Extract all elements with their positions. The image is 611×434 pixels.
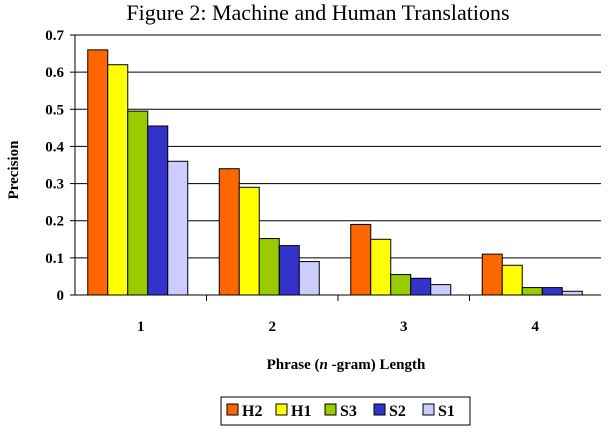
bar-h1-1: [107, 64, 129, 296]
y-tick-label: 0.5: [45, 102, 64, 118]
legend-swatch-h1: [275, 403, 288, 416]
bar-s2-3: [410, 277, 432, 296]
y-tick-label: 0.4: [45, 139, 64, 155]
bar-h2-1: [87, 49, 109, 296]
bar-h2-3: [350, 223, 372, 296]
bar-h2-4: [481, 253, 503, 296]
y-tick-label: 0: [57, 288, 65, 304]
x-axis-label: Phrase (n -gram) Length: [267, 357, 426, 373]
y-axis-label: Precision: [6, 140, 22, 200]
legend-swatch-s3: [324, 403, 337, 416]
bar-s3-4: [521, 287, 543, 296]
legend-label-h2: H2: [242, 403, 262, 420]
bar-s1-2: [298, 261, 320, 296]
legend-label-h1: H1: [291, 403, 311, 420]
x-axis-label-part-3: -gram) Length: [328, 357, 426, 373]
legend-label-s2: S2: [389, 403, 406, 420]
y-tick-label: 0.6: [45, 65, 64, 81]
bar-h2-2: [218, 168, 240, 296]
legend-label-s1: S1: [438, 403, 455, 420]
bars: [87, 49, 583, 296]
bar-s3-1: [127, 110, 149, 296]
legend: H2 H1 S3 S2 S1: [220, 396, 471, 426]
x-tick-label: 1: [137, 319, 145, 335]
x-axis-label-part-1: Phrase (: [267, 357, 320, 373]
chart-title: Figure 2: Machine and Human Translations: [126, 0, 509, 25]
bar-h1-4: [501, 264, 523, 296]
bar-s1-1: [167, 160, 189, 296]
legend-swatch-s1: [422, 403, 435, 416]
y-tick-label: 0.3: [45, 177, 64, 193]
bar-h1-2: [238, 186, 260, 296]
bar-s3-2: [258, 238, 280, 296]
y-tick-label: 0.2: [45, 214, 64, 230]
legend-items: H2 H1 S3 S2 S1: [226, 403, 455, 420]
bar-s2-1: [147, 125, 169, 296]
y-tick-labels: 0 0.1 0.2 0.3 0.4 0.5 0.6 0.7: [45, 28, 64, 304]
x-tick-labels: 1 2 3 4: [137, 319, 540, 335]
y-tick-label: 0.7: [45, 28, 64, 44]
y-tick-label: 0.1: [45, 251, 64, 267]
bar-s2-2: [278, 245, 300, 296]
bar-s1-4: [561, 290, 583, 296]
legend-swatch-s2: [373, 403, 386, 416]
x-tick-label: 2: [269, 319, 277, 335]
bar-s1-3: [430, 284, 452, 296]
axes: [74, 35, 601, 296]
bar-s3-3: [390, 274, 412, 296]
bar-h1-3: [370, 238, 392, 296]
x-axis-label-part-2: n: [320, 357, 328, 373]
legend-label-s3: S3: [340, 403, 357, 420]
x-tick-label: 4: [532, 319, 540, 335]
legend-swatch-h2: [226, 403, 239, 416]
x-tick-label: 3: [400, 319, 408, 335]
bar-s2-4: [541, 287, 563, 296]
